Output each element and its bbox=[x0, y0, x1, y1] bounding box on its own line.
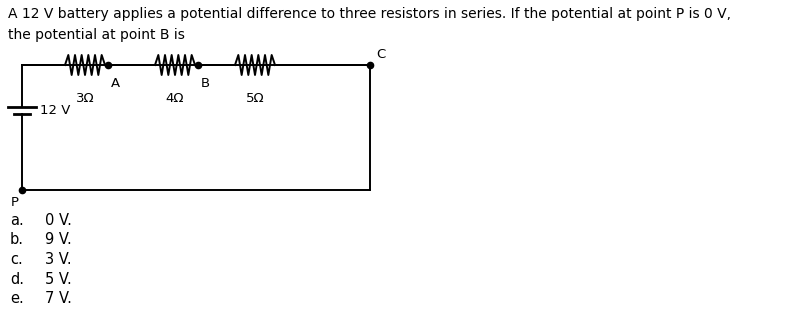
Text: 12 V: 12 V bbox=[40, 103, 70, 116]
Text: P: P bbox=[11, 196, 19, 209]
Text: 0 V.: 0 V. bbox=[45, 213, 72, 228]
Text: the potential at point B is: the potential at point B is bbox=[8, 28, 185, 42]
Text: 3Ω: 3Ω bbox=[76, 92, 94, 105]
Text: a.: a. bbox=[10, 213, 24, 228]
Text: 9 V.: 9 V. bbox=[45, 232, 72, 248]
Text: e.: e. bbox=[10, 291, 24, 306]
Text: A: A bbox=[111, 77, 120, 90]
Text: C: C bbox=[376, 48, 386, 61]
Text: d.: d. bbox=[10, 271, 24, 287]
Text: A 12 V battery applies a potential difference to three resistors in series. If t: A 12 V battery applies a potential diffe… bbox=[8, 7, 731, 21]
Text: c.: c. bbox=[10, 252, 22, 267]
Text: 5Ω: 5Ω bbox=[246, 92, 264, 105]
Text: B: B bbox=[201, 77, 210, 90]
Text: 3 V.: 3 V. bbox=[45, 252, 72, 267]
Text: 5 V.: 5 V. bbox=[45, 271, 72, 287]
Text: 4Ω: 4Ω bbox=[166, 92, 184, 105]
Text: 7 V.: 7 V. bbox=[45, 291, 72, 306]
Text: b.: b. bbox=[10, 232, 24, 248]
